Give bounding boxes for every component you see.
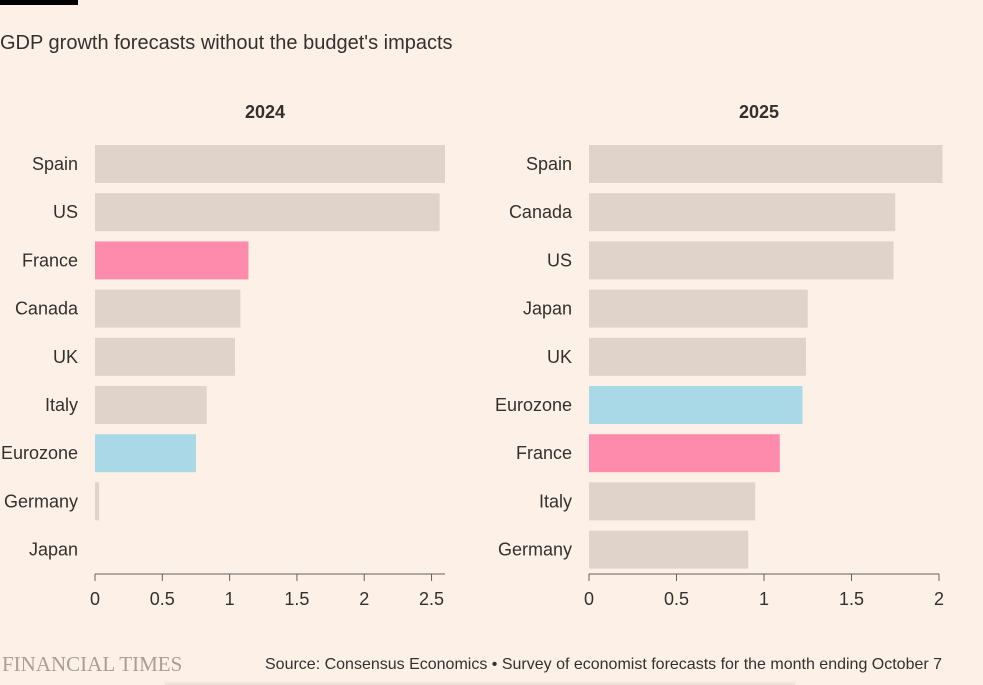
category-label-italy: Italy bbox=[539, 491, 572, 511]
panel-title: 2025 bbox=[739, 102, 779, 122]
bar-eurozone bbox=[589, 386, 803, 424]
category-label-japan: Japan bbox=[29, 540, 78, 560]
x-tick-label: 0 bbox=[584, 589, 594, 609]
category-label-germany: Germany bbox=[4, 491, 78, 511]
x-tick-label: 2.5 bbox=[419, 589, 444, 609]
x-tick-label: 1 bbox=[225, 589, 235, 609]
chart-panel-2025: 2025 Spain Canada US Japan UK Eurozone France It… bbox=[495, 102, 944, 609]
category-label-france: France bbox=[516, 443, 572, 463]
category-label-uk: UK bbox=[547, 347, 572, 367]
x-tick-label: 1.5 bbox=[839, 589, 864, 609]
chart-title: GDP growth forecasts without the budget'… bbox=[0, 32, 453, 54]
bar-uk bbox=[95, 337, 235, 376]
bar-uk bbox=[589, 337, 806, 376]
x-tick-label: 2 bbox=[934, 589, 944, 609]
category-label-eurozone: Eurozone bbox=[495, 395, 572, 415]
x-tick-label: 0.5 bbox=[150, 589, 175, 609]
category-label-eurozone: Eurozone bbox=[1, 443, 78, 463]
panel-title: 2024 bbox=[245, 102, 285, 122]
x-tick-label: 2 bbox=[359, 589, 369, 609]
category-label-canada: Canada bbox=[509, 202, 573, 222]
x-tick-label: 0.5 bbox=[664, 589, 689, 609]
bar-eurozone bbox=[95, 434, 196, 473]
category-label-germany: Germany bbox=[498, 540, 572, 560]
bar-canada bbox=[95, 289, 241, 328]
bar-us bbox=[95, 193, 440, 232]
bottom-shadow bbox=[165, 681, 795, 685]
bar-canada bbox=[589, 193, 896, 232]
top-accent-bar bbox=[0, 0, 78, 5]
category-label-spain: Spain bbox=[32, 154, 78, 174]
bar-france bbox=[95, 241, 249, 280]
category-label-italy: Italy bbox=[45, 395, 78, 415]
bar-france bbox=[589, 434, 780, 473]
bar-spain bbox=[589, 145, 943, 183]
x-tick-label: 0 bbox=[90, 589, 100, 609]
category-label-japan: Japan bbox=[523, 299, 572, 319]
bar-spain bbox=[95, 145, 445, 183]
category-label-france: France bbox=[22, 250, 78, 270]
bar-italy bbox=[95, 386, 207, 424]
x-tick-label: 1.5 bbox=[284, 589, 309, 609]
chart-panel-2024: 2024 Spain US France Canada UK Italy Eurozone Ge… bbox=[1, 102, 445, 609]
category-label-canada: Canada bbox=[15, 299, 79, 319]
bar-germany bbox=[589, 530, 749, 569]
bar-italy bbox=[589, 482, 756, 521]
bar-us bbox=[589, 241, 894, 280]
x-tick-label: 1 bbox=[759, 589, 769, 609]
category-label-us: US bbox=[53, 202, 78, 222]
category-label-uk: UK bbox=[53, 347, 78, 367]
source-note: Source: Consensus Economics • Survey of … bbox=[265, 656, 943, 673]
bar-germany bbox=[95, 482, 100, 521]
category-label-spain: Spain bbox=[526, 154, 572, 174]
ft-logo: FINANCIAL TIMES bbox=[2, 652, 183, 676]
bar-japan bbox=[589, 289, 808, 328]
category-label-us: US bbox=[547, 250, 572, 270]
